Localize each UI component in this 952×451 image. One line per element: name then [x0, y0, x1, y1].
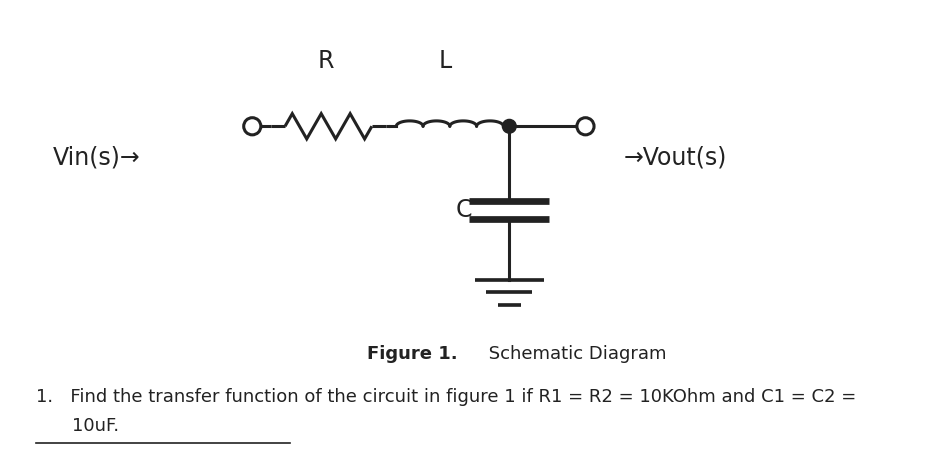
- Text: C: C: [456, 198, 472, 222]
- Text: L: L: [439, 49, 452, 73]
- Text: 10uF.: 10uF.: [72, 417, 120, 435]
- Text: Schematic Diagram: Schematic Diagram: [484, 345, 667, 363]
- Text: →Vout(s): →Vout(s): [624, 146, 727, 170]
- Text: Figure 1.: Figure 1.: [367, 345, 457, 363]
- Text: 1.   Find the transfer function of the circuit in figure 1 if R1 = R2 = 10KOhm a: 1. Find the transfer function of the cir…: [36, 388, 857, 406]
- Text: R: R: [317, 49, 334, 73]
- Text: Vin(s)→: Vin(s)→: [52, 146, 140, 170]
- Ellipse shape: [503, 120, 516, 133]
